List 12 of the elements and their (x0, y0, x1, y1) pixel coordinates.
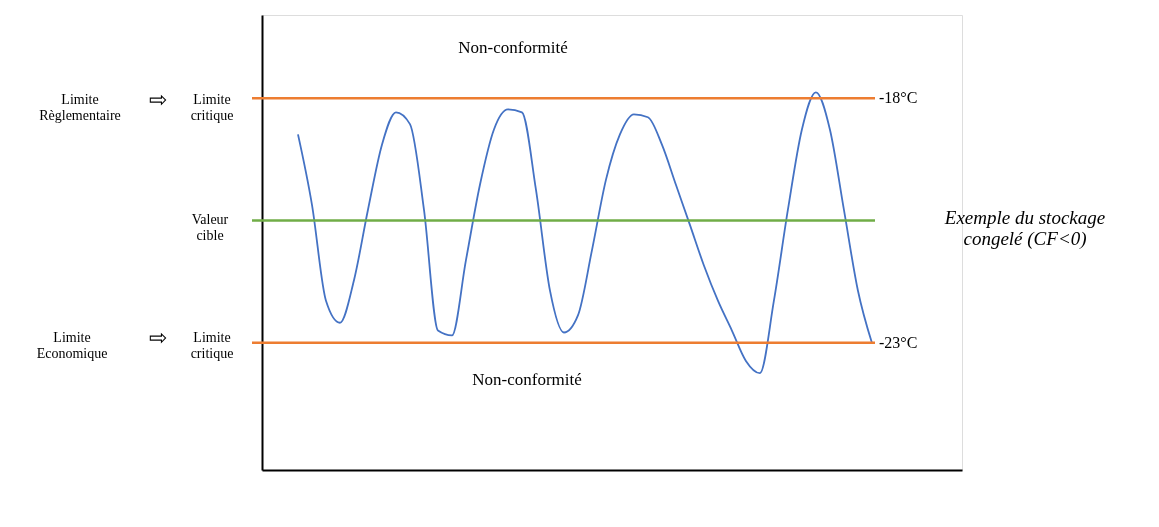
text: ⇨ (149, 325, 167, 350)
text: Limite critique (190, 92, 234, 123)
text: Exemple du stockage congelé (CF<0) (943, 207, 1106, 250)
text: ⇨ (149, 87, 167, 112)
ref-line-label: -23°C (879, 333, 918, 351)
annotation: Non-conformité (458, 38, 568, 57)
ref-line-label: Valeur cible (191, 212, 229, 244)
text: Limite critique (190, 330, 234, 361)
annotation: Non-conformité (472, 370, 582, 389)
text: Limite Economique (36, 330, 108, 361)
ref-line-label: -18°C (879, 89, 918, 107)
text: Limite Règlementaire (39, 92, 121, 123)
